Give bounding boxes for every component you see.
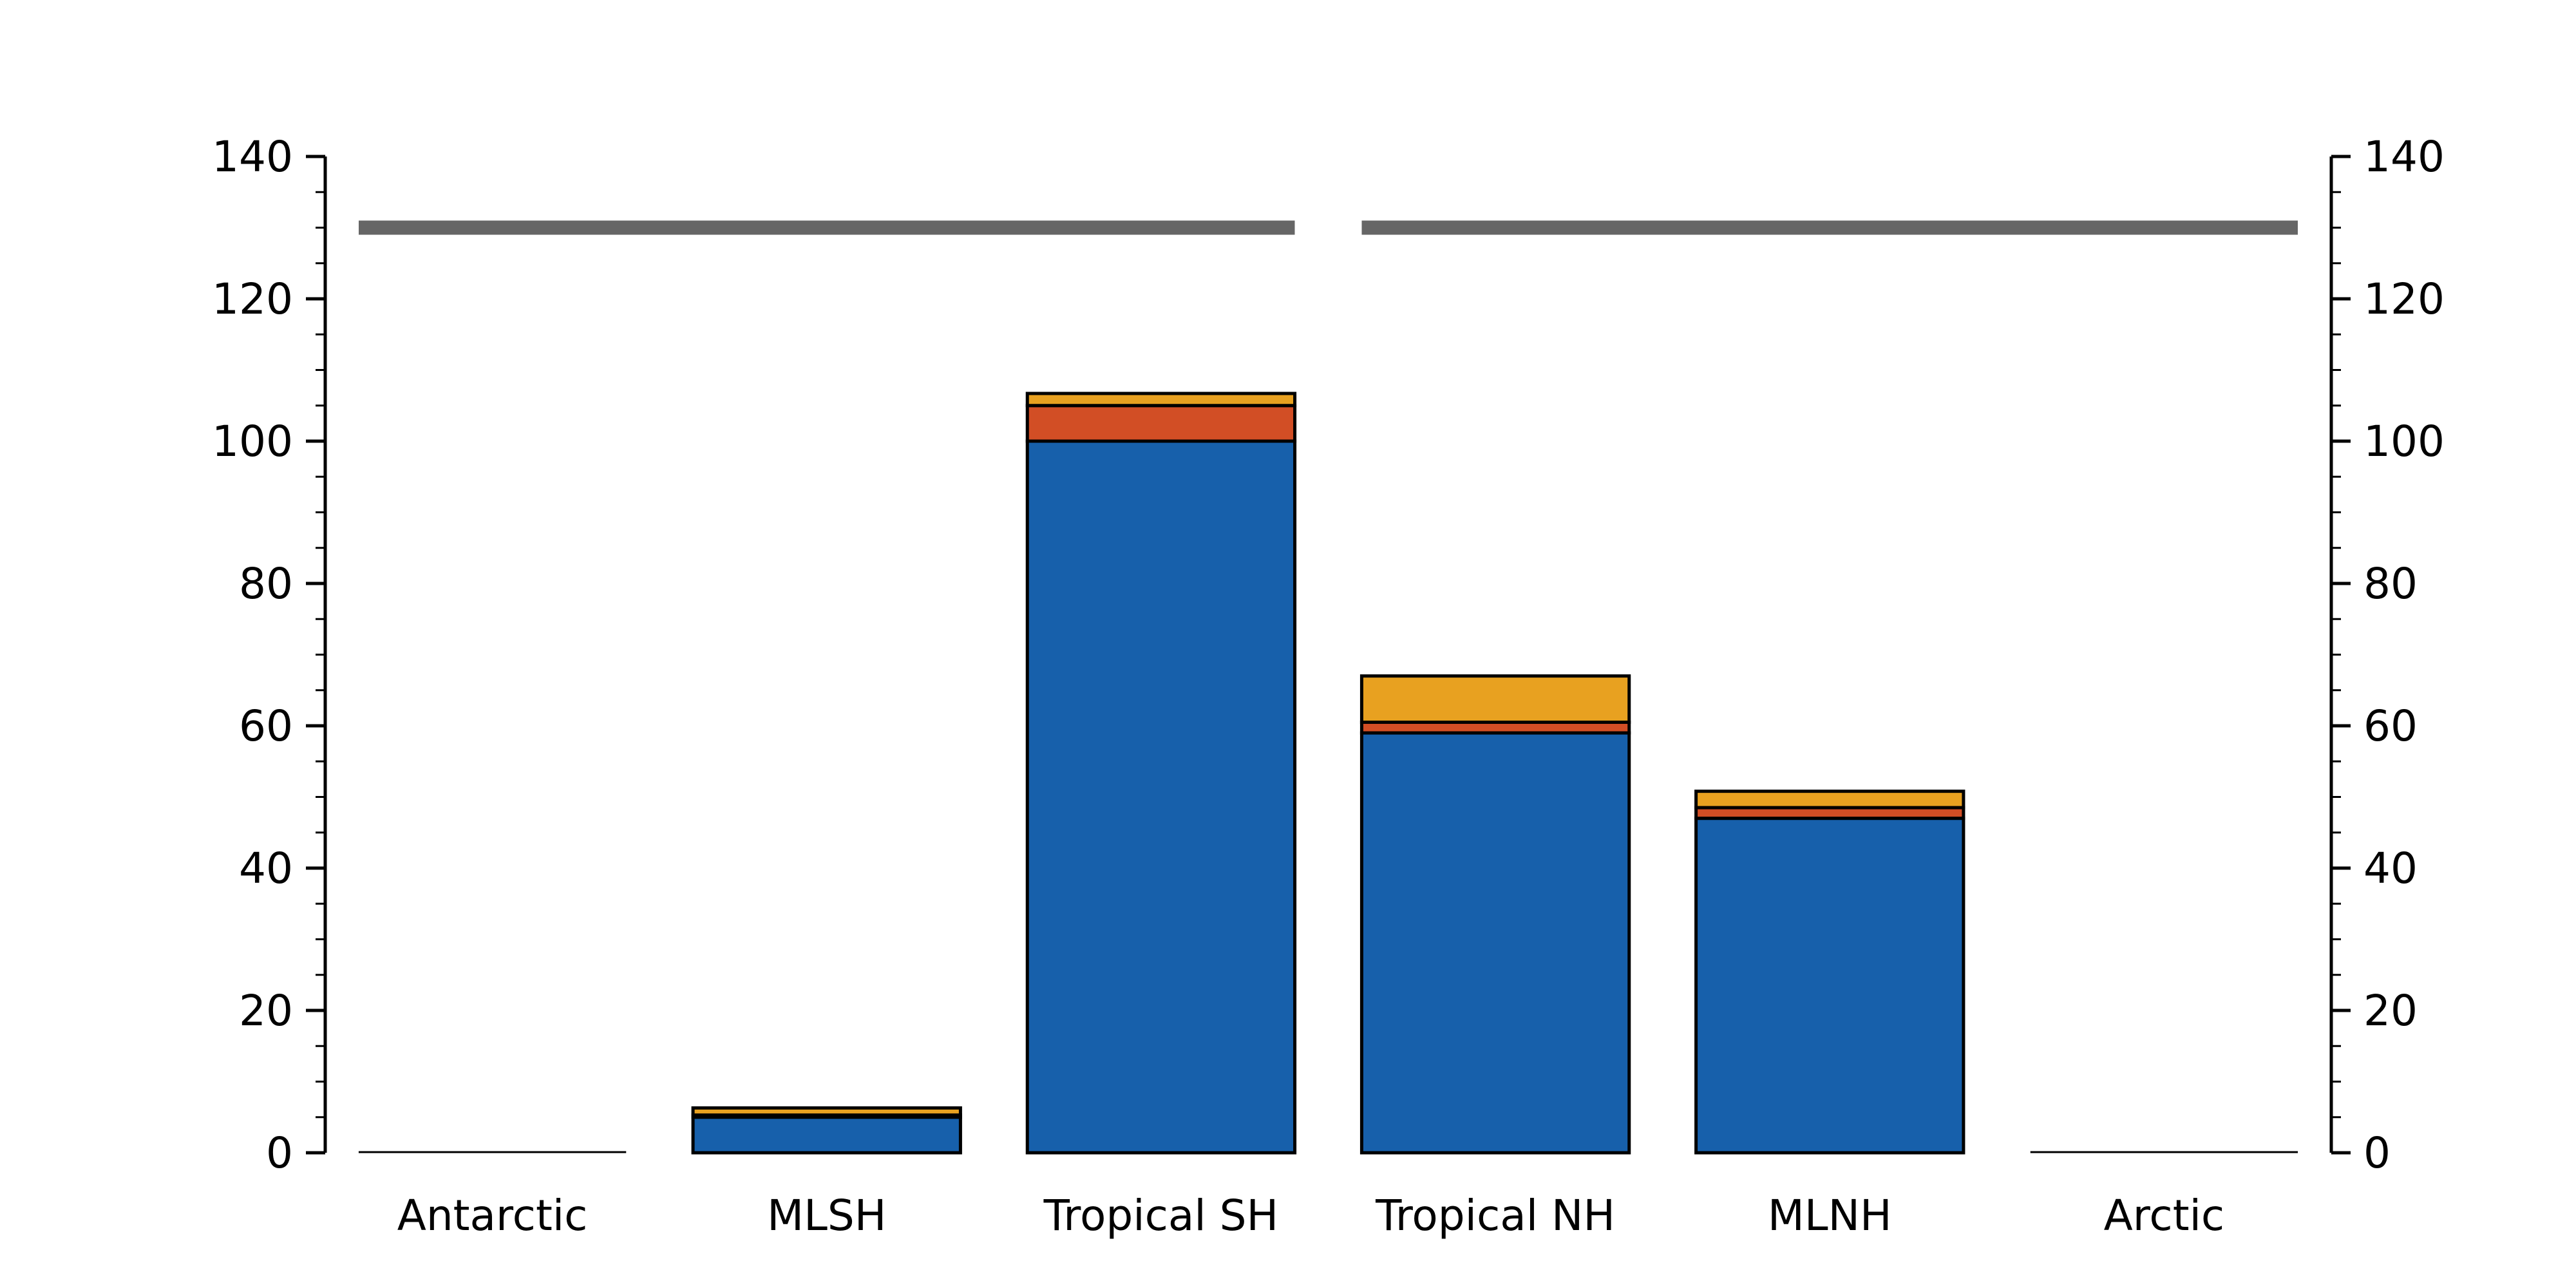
x-tick-label: Tropical NH xyxy=(1375,1191,1615,1240)
labels: Antarctic MLSH Tropical SH Tropical NH MLNH A… xyxy=(212,132,2445,1240)
bar-segment-tropical-nh-2 xyxy=(1359,674,1631,724)
bar-segment-mlnh-2 xyxy=(1694,790,1965,810)
x-tick-label: MLSH xyxy=(767,1191,886,1240)
y-tick-label-left: 80 xyxy=(239,559,293,609)
y-tick-label-left: 60 xyxy=(239,701,293,751)
y-tick-label-left: 40 xyxy=(239,844,293,893)
bar-segment-tropical-sh-0 xyxy=(1025,439,1297,1155)
bar-segment-mlsh-2 xyxy=(691,1106,962,1117)
x-tick-label: Antarctic xyxy=(397,1191,588,1240)
x-tick-label: Tropical SH xyxy=(1043,1191,1278,1240)
y-tick-label-right: 100 xyxy=(2363,417,2445,466)
y-tick-label-right: 40 xyxy=(2363,844,2418,893)
bar-segment-mlnh-0 xyxy=(1694,817,1965,1155)
y-tick-label-right: 60 xyxy=(2363,701,2418,751)
y-tick-label-right: 20 xyxy=(2363,986,2418,1036)
x-tick-label: MLNH xyxy=(1768,1191,1892,1240)
y-tick-label-left: 140 xyxy=(212,132,293,182)
y-tick-label-left: 100 xyxy=(212,417,293,466)
bars xyxy=(358,392,2298,1155)
y-tick-label-right: 140 xyxy=(2363,132,2445,182)
bar-segment-mlsh-0 xyxy=(691,1115,962,1155)
y-tick-label-left: 0 xyxy=(266,1128,293,1178)
y-tick-label-right: 80 xyxy=(2363,559,2418,609)
axes xyxy=(306,155,2351,1155)
bar-segment-tropical-nh-0 xyxy=(1359,731,1631,1155)
bar-segment-tropical-sh-1 xyxy=(1025,404,1297,443)
y-tick-label-left: 20 xyxy=(239,986,293,1036)
y-tick-label-left: 120 xyxy=(212,274,293,324)
y-tick-label-right: 120 xyxy=(2363,274,2445,324)
x-tick-label: Arctic xyxy=(2104,1191,2225,1240)
y-tick-label-right: 0 xyxy=(2363,1128,2391,1178)
bar-segment-tropical-sh-2 xyxy=(1025,392,1297,408)
